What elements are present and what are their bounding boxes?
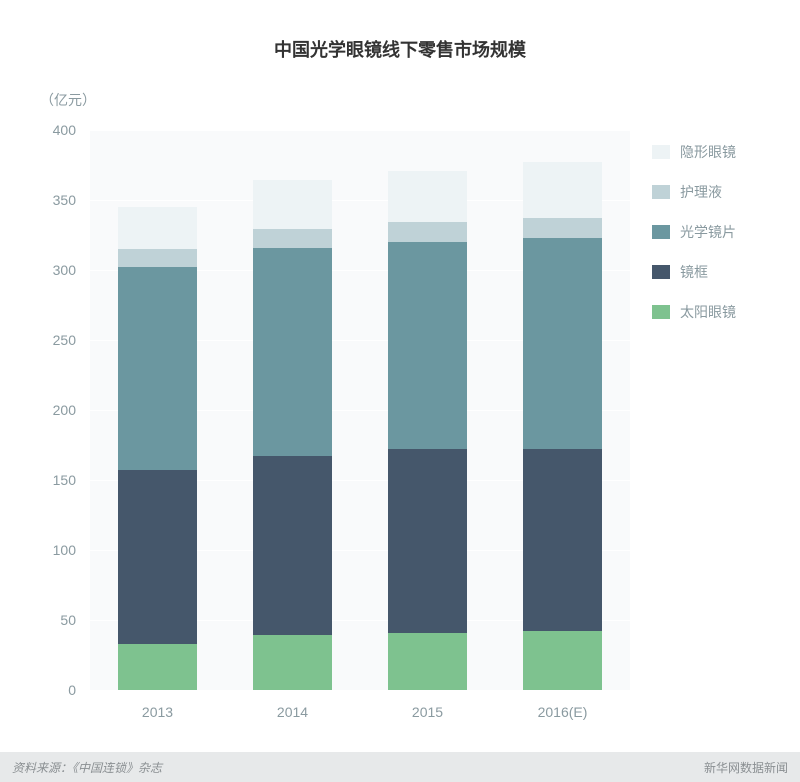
- y-tick-label: 200: [53, 402, 90, 418]
- y-tick-label: 350: [53, 192, 90, 208]
- bar-segment-contact: [523, 162, 601, 218]
- chart-container: 中国光学眼镜线下零售市场规模 （亿元） 05010015020025030035…: [0, 0, 800, 782]
- legend-swatch: [652, 305, 670, 319]
- legend-label: 太阳眼镜: [680, 302, 736, 322]
- legend-item-frame: 镜框: [652, 262, 736, 282]
- legend-label: 护理液: [680, 182, 722, 202]
- bar-segment-frame: [388, 449, 466, 632]
- x-tick-label: 2013: [142, 690, 173, 720]
- plot-area: 0501001502002503003504002013201420152016…: [90, 130, 630, 690]
- bar-segment-care: [388, 222, 466, 242]
- x-tick-label: 2015: [412, 690, 443, 720]
- legend-swatch: [652, 145, 670, 159]
- bar-segment-contact: [253, 180, 331, 229]
- x-tick-label: 2014: [277, 690, 308, 720]
- legend-label: 镜框: [680, 262, 708, 282]
- y-tick-label: 400: [53, 122, 90, 138]
- x-tick-label: 2016(E): [538, 690, 588, 720]
- source-text: 资料来源：《中国连锁》杂志: [12, 759, 162, 776]
- footer-bar: 资料来源：《中国连锁》杂志 新华网数据新闻: [0, 752, 800, 782]
- bar-segment-lens: [523, 238, 601, 449]
- bar-segment-care: [523, 218, 601, 238]
- bar-segment-lens: [118, 267, 196, 470]
- chart-title: 中国光学眼镜线下零售市场规模: [0, 0, 800, 62]
- y-axis-unit: （亿元）: [40, 90, 96, 110]
- bar-segment-care: [118, 249, 196, 267]
- legend-swatch: [652, 185, 670, 199]
- legend: 隐形眼镜护理液光学镜片镜框太阳眼镜: [652, 142, 736, 342]
- bar-segment-sunglass: [523, 631, 601, 690]
- legend-swatch: [652, 265, 670, 279]
- y-tick-label: 300: [53, 262, 90, 278]
- legend-item-care: 护理液: [652, 182, 736, 202]
- bar-segment-sunglass: [253, 635, 331, 690]
- legend-item-contact: 隐形眼镜: [652, 142, 736, 162]
- bar-segment-frame: [118, 470, 196, 644]
- bar-segment-sunglass: [118, 644, 196, 690]
- gridline: [90, 130, 630, 131]
- y-tick-label: 50: [60, 612, 90, 628]
- legend-label: 隐形眼镜: [680, 142, 736, 162]
- bar-segment-frame: [523, 449, 601, 631]
- legend-item-sunglass: 太阳眼镜: [652, 302, 736, 322]
- bar-segment-lens: [388, 242, 466, 449]
- legend-item-lens: 光学镜片: [652, 222, 736, 242]
- y-tick-label: 0: [68, 682, 90, 698]
- bar-segment-sunglass: [388, 633, 466, 690]
- bar-segment-lens: [253, 248, 331, 457]
- y-tick-label: 150: [53, 472, 90, 488]
- y-tick-label: 250: [53, 332, 90, 348]
- bar-segment-contact: [118, 207, 196, 249]
- bar-segment-frame: [253, 456, 331, 635]
- attribution-text: 新华网数据新闻: [704, 759, 788, 776]
- legend-label: 光学镜片: [680, 222, 736, 242]
- legend-swatch: [652, 225, 670, 239]
- bar-segment-contact: [388, 171, 466, 223]
- bar-segment-care: [253, 229, 331, 247]
- y-tick-label: 100: [53, 542, 90, 558]
